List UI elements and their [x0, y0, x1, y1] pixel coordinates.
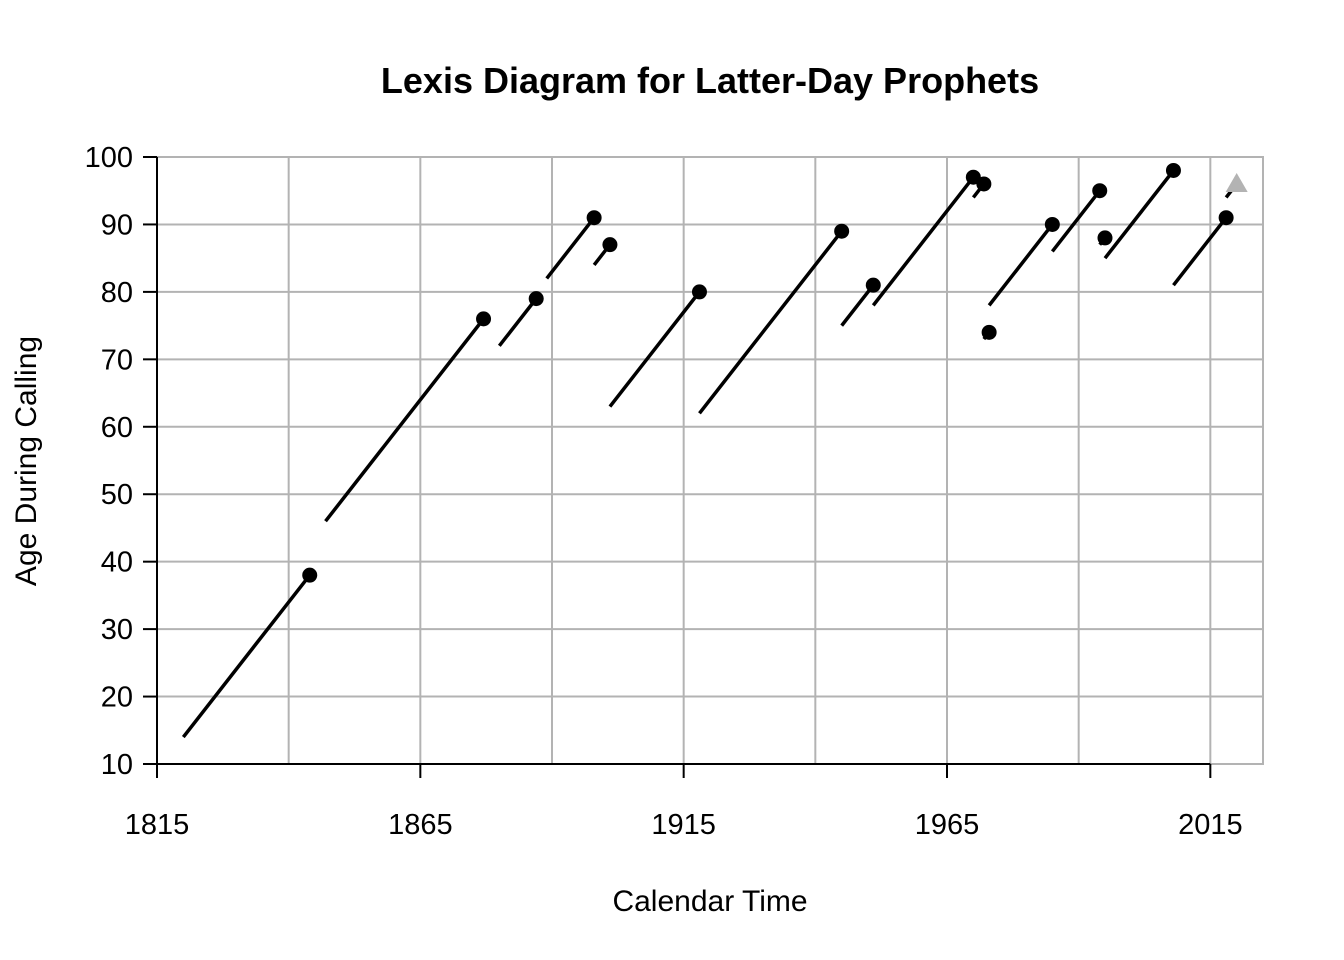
lifeline-segment — [698, 230, 844, 415]
prophet-lifeline — [871, 169, 981, 307]
y-tick-label: 90 — [101, 209, 133, 241]
y-tick-label: 20 — [101, 682, 133, 714]
death-point — [1218, 210, 1234, 226]
y-axis-label: Age During Calling — [10, 336, 43, 586]
x-tick-label: 1965 — [915, 809, 980, 841]
lifeline-segment — [1172, 216, 1228, 287]
prophet-lifeline — [971, 176, 992, 199]
lifeline-segment — [181, 574, 312, 739]
death-point — [976, 176, 992, 192]
death-point — [691, 284, 707, 300]
death-point — [602, 237, 618, 253]
lifeline-segment — [324, 317, 485, 523]
grid-lines — [156, 156, 1263, 765]
y-tick-label: 50 — [101, 479, 133, 511]
death-point — [1044, 216, 1060, 232]
prophet-lifeline — [840, 277, 881, 327]
x-tick-label: 1815 — [125, 809, 190, 841]
y-axis: 10 20 30 40 50 60 70 80 90 100 — [85, 142, 158, 781]
lifeline-segment — [840, 284, 875, 327]
x-axis-label: Calendar Time — [612, 885, 807, 918]
lifeline-segment — [608, 290, 701, 408]
y-tick-label: 30 — [101, 614, 133, 646]
y-tick-label: 60 — [101, 412, 133, 444]
death-point — [528, 291, 544, 307]
x-tick-label: 1915 — [651, 809, 716, 841]
prophet-lifeline — [497, 291, 544, 347]
y-tick-label: 10 — [101, 749, 133, 781]
x-tick-label: 1865 — [388, 809, 453, 841]
death-point — [834, 223, 850, 239]
prophet-lifeline — [1224, 172, 1248, 199]
lifeline-series — [181, 162, 1248, 739]
prophet-lifeline — [324, 311, 492, 523]
death-point — [1097, 230, 1113, 246]
prophet-lifeline — [1097, 230, 1113, 246]
prophet-lifeline — [987, 216, 1060, 307]
plot-frame — [156, 156, 1264, 765]
death-point — [981, 324, 997, 340]
prophet-lifeline — [1172, 210, 1234, 287]
prophet-lifeline — [981, 324, 997, 341]
death-point — [865, 277, 881, 293]
lifeline-segment — [987, 223, 1054, 307]
prophet-lifeline — [592, 237, 618, 266]
lifeline-segment — [497, 297, 538, 347]
prophet-lifeline — [608, 284, 707, 408]
lifeline-segment — [545, 216, 596, 280]
prophet-lifeline — [545, 210, 602, 280]
death-point — [302, 567, 318, 583]
y-tick-label: 40 — [101, 547, 133, 579]
living-marker — [1225, 172, 1248, 192]
death-point — [1165, 162, 1181, 178]
chart-title: Lexis Diagram for Latter-Day Prophets — [381, 60, 1039, 101]
x-axis: 1815 1865 1915 1965 2015 — [125, 763, 1243, 841]
prophet-lifeline — [1103, 162, 1181, 260]
death-point — [476, 311, 492, 327]
lifeline-segment — [871, 176, 975, 307]
y-tick-label: 100 — [85, 142, 133, 174]
prophet-lifeline — [698, 223, 850, 415]
prophet-lifeline — [1050, 183, 1108, 253]
death-point — [586, 210, 602, 226]
death-point — [1092, 183, 1108, 199]
y-tick-label: 80 — [101, 277, 133, 309]
lifeline-segment — [1103, 169, 1175, 260]
lifeline-segment — [1050, 189, 1102, 253]
y-tick-label: 70 — [101, 344, 133, 376]
x-tick-label: 2015 — [1178, 809, 1243, 841]
prophet-lifeline — [181, 567, 318, 739]
